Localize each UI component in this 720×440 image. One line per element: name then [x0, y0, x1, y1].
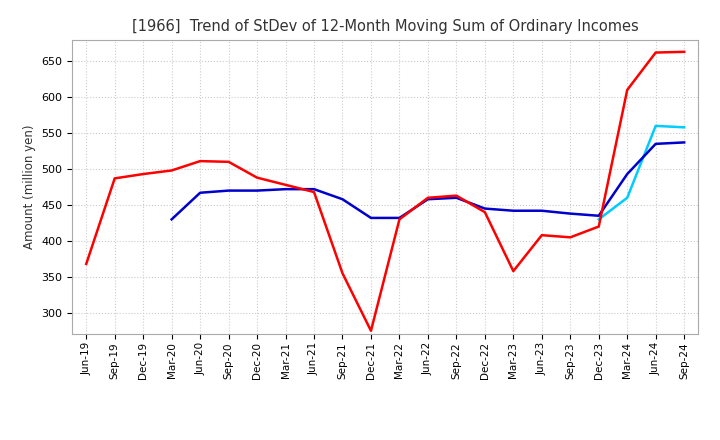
5 Years: [366, 215, 375, 220]
5 Years: [680, 140, 688, 145]
7 Years: [623, 195, 631, 201]
3 Years: [652, 50, 660, 55]
5 Years: [253, 188, 261, 193]
Line: 3 Years: 3 Years: [86, 52, 684, 331]
5 Years: [537, 208, 546, 213]
3 Years: [110, 176, 119, 181]
3 Years: [253, 175, 261, 180]
3 Years: [196, 158, 204, 164]
5 Years: [167, 217, 176, 222]
5 Years: [509, 208, 518, 213]
3 Years: [139, 172, 148, 177]
Title: [1966]  Trend of StDev of 12-Month Moving Sum of Ordinary Incomes: [1966] Trend of StDev of 12-Month Moving…: [132, 19, 639, 34]
5 Years: [652, 141, 660, 147]
3 Years: [225, 159, 233, 165]
5 Years: [623, 172, 631, 177]
3 Years: [509, 268, 518, 274]
5 Years: [395, 215, 404, 220]
3 Years: [480, 209, 489, 215]
5 Years: [196, 190, 204, 195]
7 Years: [595, 217, 603, 222]
3 Years: [680, 49, 688, 55]
3 Years: [595, 224, 603, 229]
5 Years: [225, 188, 233, 193]
3 Years: [537, 232, 546, 238]
7 Years: [680, 125, 688, 130]
3 Years: [310, 189, 318, 194]
3 Years: [452, 193, 461, 198]
3 Years: [623, 87, 631, 92]
Line: 7 Years: 7 Years: [599, 126, 684, 220]
5 Years: [282, 187, 290, 192]
3 Years: [566, 235, 575, 240]
Legend: 3 Years, 5 Years, 7 Years, 10 Years: 3 Years, 5 Years, 7 Years, 10 Years: [188, 435, 582, 440]
3 Years: [82, 261, 91, 267]
5 Years: [480, 206, 489, 211]
3 Years: [366, 328, 375, 334]
7 Years: [652, 123, 660, 128]
3 Years: [395, 217, 404, 222]
5 Years: [310, 187, 318, 192]
3 Years: [282, 182, 290, 187]
5 Years: [566, 211, 575, 216]
3 Years: [423, 195, 432, 201]
Line: 5 Years: 5 Years: [171, 143, 684, 220]
5 Years: [423, 197, 432, 202]
3 Years: [338, 271, 347, 276]
Y-axis label: Amount (million yen): Amount (million yen): [22, 125, 35, 249]
5 Years: [452, 195, 461, 201]
3 Years: [167, 168, 176, 173]
5 Years: [595, 213, 603, 218]
5 Years: [338, 197, 347, 202]
